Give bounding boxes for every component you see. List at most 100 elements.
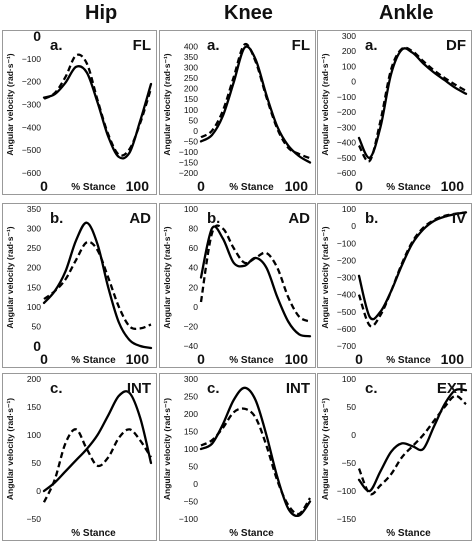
hip-ad-series-dashed [43, 240, 152, 331]
knee-int-y-tick-label: 50 [189, 462, 199, 472]
hip-int-y-tick-label: 200 [27, 374, 41, 384]
ankle-df-y-tick-label: 200 [342, 46, 356, 56]
hip-fl-y-tick-label: −400 [22, 122, 41, 132]
column-title-hip: Hip [85, 2, 118, 24]
hip-int-y-tick-label: −50 [27, 514, 42, 524]
knee-fl-frame [159, 30, 316, 195]
knee-ad-y-tick-label: 40 [189, 263, 199, 273]
ankle-iv-y-tick-label: 100 [342, 204, 356, 214]
knee-fl-motion-label: FL [292, 37, 310, 54]
knee-int-y-tick-label: 100 [184, 444, 198, 454]
ankle-iv-x-tick-label: 100 [441, 351, 465, 367]
hip-fl-x-tick-label: 0 [40, 178, 48, 194]
knee-fl-y-tick-label: −200 [179, 168, 198, 178]
knee-ad-y-tick-label: −40 [184, 341, 199, 351]
ankle-iv-y-tick-label: −100 [337, 238, 356, 248]
hip-int-y-axis-label: Angular velocity (rad·s⁻¹) [5, 398, 15, 500]
hip-ad-y-tick-label: 350 [27, 204, 41, 214]
ankle-iv-y-tick-label: −300 [337, 273, 356, 283]
knee-ad-x-axis-label: % Stance [229, 355, 274, 366]
knee-ad-y-tick-label: 80 [189, 224, 199, 234]
knee-int-y-tick-label: 300 [184, 374, 198, 384]
hip-fl-series-dashed [43, 53, 153, 157]
ankle-ext-y-axis-label: Angular velocity (rad·s⁻¹) [320, 398, 330, 500]
knee-int-y-tick-label: −100 [179, 514, 198, 524]
ankle-ext-y-tick-label: −50 [342, 458, 357, 468]
ankle-ext-x-axis-label: % Stance [386, 528, 431, 539]
hip-fl-y-axis-label: Angular velocity (rad·s⁻¹) [5, 53, 15, 155]
ankle-ext-y-tick-label: −100 [337, 486, 356, 496]
knee-int-series-solid [199, 386, 312, 517]
hip-fl-panel-letter: a. [50, 37, 63, 54]
hip-fl-y-tick-label: −500 [22, 145, 41, 155]
hip-int-chart: 200 150 100 50 0 −50 Angular velocity (rad·s⁻¹… [2, 373, 157, 541]
knee-fl-y-tick-label: −150 [179, 157, 198, 167]
ankle-iv-y-axis-label: Angular velocity (rad·s⁻¹) [320, 226, 330, 328]
hip-ad-y-tick-label: 300 [27, 224, 41, 234]
knee-ad-chart: 100 80 60 40 20 0 −20 −40 Angular velocity (rad·… [159, 203, 316, 368]
hip-int-series-solid [42, 390, 153, 493]
ankle-df-y-tick-label: −100 [337, 92, 356, 102]
hip-int-y-tick-label: 100 [27, 430, 41, 440]
hip-fl-y-tick-label: −100 [22, 54, 41, 64]
hip-int-x-axis-label: % Stance [71, 528, 116, 539]
knee-fl-y-axis-label: Angular velocity (rad·s⁻¹) [162, 53, 172, 155]
hip-ad-y-tick-label: 150 [27, 282, 41, 292]
ankle-df-y-tick-label: −300 [337, 122, 356, 132]
hip-int-y-tick-label: 150 [27, 402, 41, 412]
ankle-iv-chart: 100 0 −100 −200 −300 −400 −500 −600 −700 Angular … [317, 203, 472, 368]
knee-fl-chart: 400350300250200150100500−50−100−150−200A… [159, 30, 316, 195]
ankle-ext-y-tick-label: 50 [347, 402, 357, 412]
knee-fl-y-tick-label: −50 [184, 136, 199, 146]
hip-fl-x-axis-label: % Stance [71, 182, 116, 193]
hip-fl-chart: 0 −100 −200 −300 −400 −500 −600 Angular velocit… [2, 28, 157, 195]
knee-ad-panel-letter: b. [207, 210, 220, 227]
hip-ad-x-tick-label: 0 [40, 351, 48, 367]
ankle-df-x-tick-label: 100 [441, 178, 465, 194]
ankle-df-panel-letter: a. [365, 37, 378, 54]
ankle-iv-series-solid [357, 211, 468, 321]
ankle-ext-y-tick-label: 100 [342, 374, 356, 384]
knee-ad-y-tick-label: 60 [189, 243, 199, 253]
knee-int-panel-letter: c. [207, 380, 220, 397]
ankle-iv-x-axis-label: % Stance [386, 355, 431, 366]
ankle-iv-y-tick-label: −500 [337, 307, 356, 317]
hip-ad-series-solid [42, 221, 153, 350]
column-title-knee: Knee [224, 2, 273, 24]
knee-fl-y-tick-label: 150 [184, 94, 198, 104]
knee-fl-series-solid [199, 45, 312, 164]
ankle-iv-motion-label: IV [452, 210, 466, 227]
ankle-df-y-tick-label: −200 [337, 107, 356, 117]
hip-fl-y-tick-label: −200 [22, 77, 41, 87]
ankle-df-y-tick-label: −400 [337, 138, 356, 148]
knee-fl-y-tick-label: 0 [193, 126, 198, 136]
knee-ad-x-tick-label: 0 [197, 351, 205, 367]
knee-fl-y-tick-label: 250 [184, 73, 198, 83]
ankle-df-y-tick-label: 0 [351, 77, 356, 87]
hip-ad-frame [2, 203, 157, 368]
hip-ad-chart: 350 300 250 200 150 100 50 0 Angular velocity (r… [2, 203, 157, 368]
knee-fl-y-tick-label: 350 [184, 52, 198, 62]
ankle-ext-motion-label: EXT [437, 380, 466, 397]
hip-ad-y-tick-label: 0 [33, 338, 41, 354]
knee-int-frame [159, 373, 316, 541]
knee-int-y-tick-label: 0 [193, 479, 198, 489]
knee-ad-y-tick-label: 100 [184, 204, 198, 214]
hip-int-y-tick-label: 0 [36, 486, 41, 496]
hip-fl-y-tick-label: −600 [22, 168, 41, 178]
ankle-df-y-axis-label: Angular velocity (rad·s⁻¹) [320, 53, 330, 155]
ankle-df-y-tick-label: −600 [337, 168, 356, 178]
knee-fl-series-dashed [200, 42, 311, 160]
ankle-iv-y-tick-label: −400 [337, 290, 356, 300]
hip-int-series-dashed [42, 428, 152, 503]
ankle-iv-y-tick-label: 0 [351, 221, 356, 231]
knee-fl-y-tick-label: 400 [184, 42, 198, 52]
ankle-ext-y-tick-label: 0 [351, 430, 356, 440]
knee-fl-x-axis-label: % Stance [229, 182, 274, 193]
hip-fl-frame [2, 30, 157, 195]
knee-int-y-tick-label: −50 [184, 497, 199, 507]
knee-ad-y-axis-label: Angular velocity (rad·s⁻¹) [162, 226, 172, 328]
knee-ad-motion-label: AD [288, 210, 310, 227]
hip-ad-y-tick-label: 250 [27, 243, 41, 253]
hip-ad-y-tick-label: 200 [27, 263, 41, 273]
